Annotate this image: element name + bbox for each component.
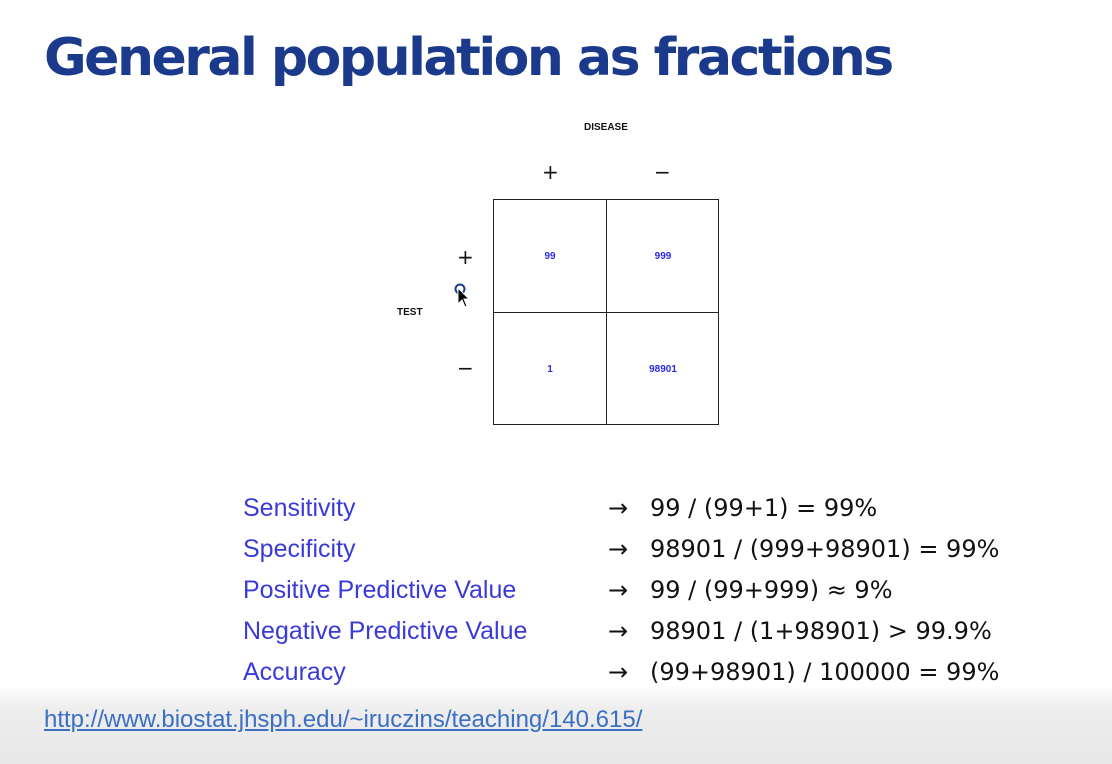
metric-formula-container: → 99 / (99+999) ≈ 9%: [608, 576, 893, 604]
column-header: DISEASE: [584, 122, 628, 133]
metric-row-sensitivity: Sensitivity → 99 / (99+1) = 99%: [0, 494, 1112, 535]
metric-formula-container: → (99+98901) / 100000 = 99%: [608, 658, 999, 686]
metric-value: 99 / (99+1) = 99%: [650, 494, 878, 522]
arrow-icon: →: [608, 658, 629, 686]
metric-value: (99+98901) / 100000 = 99%: [650, 658, 1000, 686]
metric-formula-container: → 98901 / (1+98901) > 99.9%: [608, 617, 992, 645]
arrow-icon: →: [608, 494, 629, 522]
row-sign-negative: −: [457, 356, 474, 380]
row-sign-positive: +: [457, 245, 474, 269]
metric-value: 99 / (99+999) ≈ 9%: [650, 576, 893, 604]
cell-false-negative: 1: [547, 363, 553, 375]
metric-value: 98901 / (1+98901) > 99.9%: [650, 617, 992, 645]
footer-band: [0, 686, 1112, 764]
metric-formula-container: → 99 / (99+1) = 99%: [608, 494, 877, 522]
cell-true-negative: 98901: [649, 363, 677, 375]
row-header: TEST: [397, 307, 423, 318]
metric-label: Sensitivity: [243, 494, 356, 522]
cell-true-positive: 99: [544, 250, 556, 262]
metric-label: Specificity: [243, 535, 356, 563]
metric-row-npv: Negative Predictive Value → 98901 / (1+98…: [0, 617, 1112, 658]
grid-divider-horizontal: [494, 312, 718, 313]
arrow-icon: →: [608, 535, 629, 563]
slide-title: General population as fractions: [44, 28, 894, 88]
metric-label: Negative Predictive Value: [243, 617, 528, 645]
metric-label: Positive Predictive Value: [243, 576, 517, 604]
metric-row-accuracy: Accuracy → (99+98901) / 100000 = 99%: [0, 658, 1112, 699]
col-sign-positive: +: [542, 160, 559, 184]
arrow-icon: →: [608, 576, 629, 604]
arrow-icon: →: [608, 617, 629, 645]
metric-formula-container: → 98901 / (999+98901) = 99%: [608, 535, 999, 563]
col-sign-negative: −: [654, 160, 671, 184]
metric-row-specificity: Specificity → 98901 / (999+98901) = 99%: [0, 535, 1112, 576]
mouse-cursor-icon: [454, 283, 470, 308]
cell-false-positive: 999: [654, 250, 672, 262]
metric-value: 98901 / (999+98901) = 99%: [650, 535, 1000, 563]
source-link[interactable]: http://www.biostat.jhsph.edu/~iruczins/t…: [44, 706, 643, 733]
metric-label: Accuracy: [243, 658, 346, 686]
table-grid: 99 999 1 98901: [493, 199, 719, 425]
metric-row-ppv: Positive Predictive Value → 99 / (99+999)…: [0, 576, 1112, 617]
contingency-table: DISEASE TEST + − + − 99 999 1 98901: [397, 122, 719, 425]
